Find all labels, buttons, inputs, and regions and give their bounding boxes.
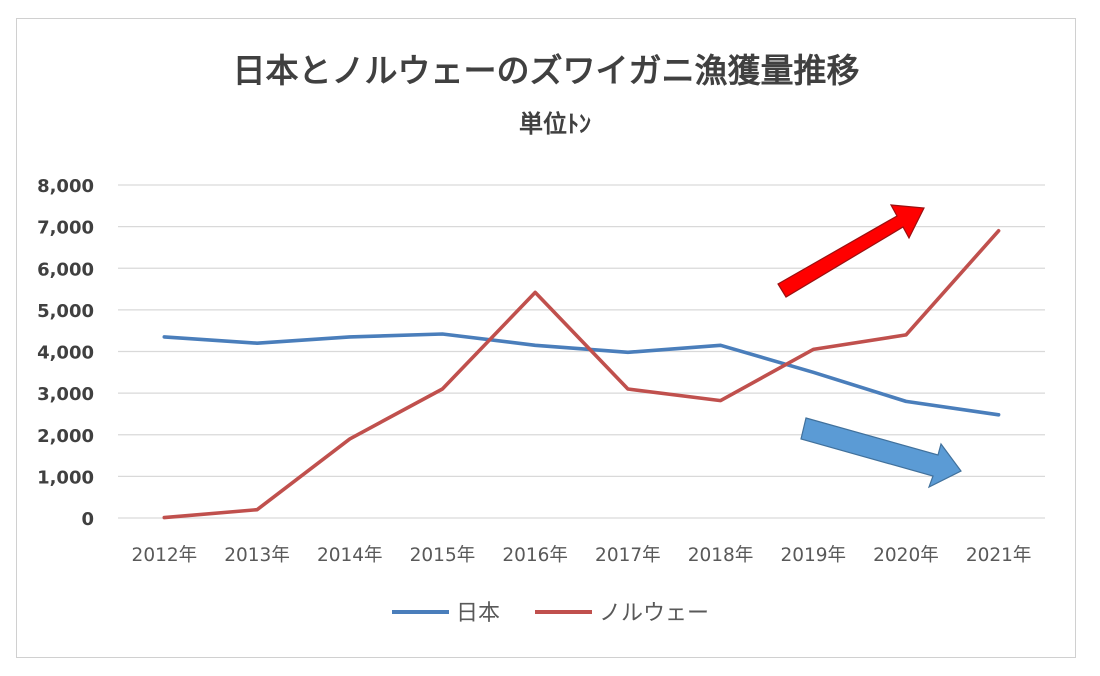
- x-tick-label: 2015年: [410, 545, 476, 566]
- y-tick-labels: 0 1,000 2,000 3,000 4,000 5,000 6,000 7,000 8,00…: [37, 176, 94, 530]
- down-arrow-icon: [800, 417, 962, 489]
- up-arrow-icon: [777, 204, 925, 298]
- series-line: [162, 229, 1001, 520]
- y-tick-label: 3,000: [37, 384, 94, 405]
- x-tick-label: 2016年: [502, 545, 568, 566]
- y-tick-label: 7,000: [37, 218, 94, 239]
- x-tick-label: 2014年: [317, 545, 383, 566]
- x-tick-label: 2017年: [595, 545, 661, 566]
- series-lines: [162, 229, 1001, 520]
- x-tick-label: 2020年: [873, 545, 939, 566]
- x-tick-label: 2012年: [132, 545, 198, 566]
- x-tick-label: 2013年: [224, 545, 290, 566]
- chart-subtitle: 単位ﾄﾝ: [519, 110, 591, 138]
- series-line: [162, 332, 1001, 417]
- y-tick-label: 6,000: [37, 259, 94, 280]
- legend-label: ノルウェー: [599, 601, 709, 626]
- chart-title: 日本とノルウェーのズワイガニ漁獲量推移: [233, 51, 860, 90]
- x-tick-label: 2018年: [688, 545, 754, 566]
- y-tick-label: 0: [81, 509, 94, 530]
- y-tick-label: 8,000: [37, 176, 94, 197]
- y-tick-label: 1,000: [37, 467, 94, 488]
- y-tick-label: 5,000: [37, 301, 94, 322]
- y-tick-label: 4,000: [37, 343, 94, 364]
- y-tick-label: 2,000: [37, 426, 94, 447]
- annotations: [777, 204, 962, 489]
- legend-label: 日本: [456, 601, 500, 626]
- x-tick-labels: 2012年 2013年 2014年 2015年 2016年 2017年 2018年 2019年…: [132, 545, 1032, 566]
- x-tick-label: 2021年: [966, 545, 1032, 566]
- legend: 日本 ノルウェー: [392, 601, 709, 626]
- gridlines: [118, 184, 1045, 519]
- x-tick-label: 2019年: [780, 545, 846, 566]
